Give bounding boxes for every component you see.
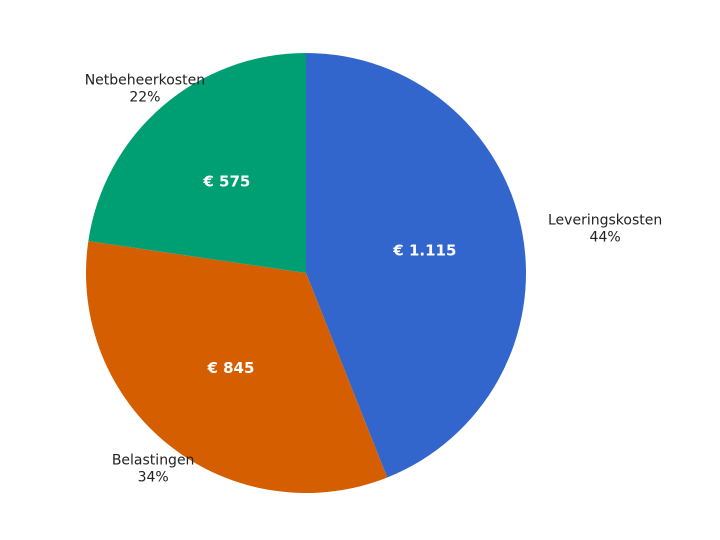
slice-value-label: € 1.115 bbox=[392, 241, 456, 259]
slice-name-label: Netbeheerkosten bbox=[85, 73, 205, 89]
slice-value-label: € 575 bbox=[202, 172, 250, 190]
slice-percent-label: 22% bbox=[129, 90, 160, 106]
slice-percent-label: 34% bbox=[138, 469, 169, 485]
slice-value-label: € 845 bbox=[206, 359, 254, 377]
slice-percent-label: 44% bbox=[590, 230, 621, 246]
slice-name-label: Belastingen bbox=[112, 452, 195, 468]
pie-slices bbox=[85, 53, 526, 493]
pie-slice-leveringskosten bbox=[306, 53, 526, 478]
slice-name-label: Leveringskosten bbox=[548, 213, 662, 229]
pie-slice-netbeheerkosten bbox=[88, 53, 306, 273]
pie-slice-belastingen bbox=[85, 241, 388, 493]
